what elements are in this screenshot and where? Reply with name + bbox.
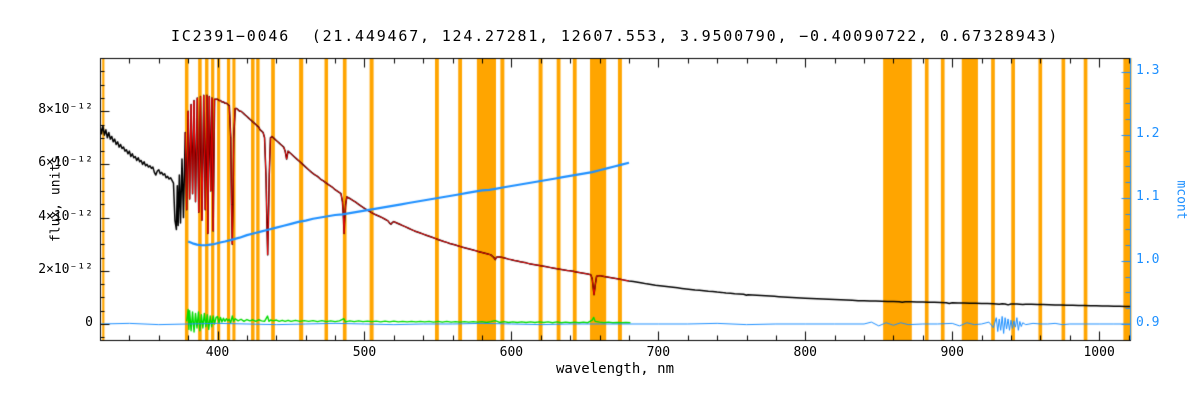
y-left-tick-label: 2×10⁻¹² <box>38 261 93 277</box>
y-right-tick-label: 1.2 <box>1136 125 1160 141</box>
x-tick-label: 800 <box>793 345 817 360</box>
y-right-tick-label: 0.9 <box>1136 314 1160 330</box>
x-tick-label: 500 <box>352 345 377 360</box>
x-tick-label: 400 <box>205 345 230 360</box>
x-tick-label: 700 <box>646 345 671 360</box>
x-tick-label: 900 <box>940 345 964 360</box>
y-right-tick-label: 1.0 <box>1136 251 1160 267</box>
y-right-tick-label: 1.3 <box>1136 62 1160 78</box>
x-axis-label: wavelength, nm <box>555 361 675 377</box>
y-left-tick-label: 8×10⁻¹² <box>38 102 93 118</box>
y-right-tick-label: 1.1 <box>1136 188 1160 204</box>
y-left-tick-label: 6×10⁻¹² <box>38 155 93 171</box>
x-tick-label: 1000 <box>1083 345 1115 360</box>
y-left-tick-label: 4×10⁻¹² <box>38 208 93 224</box>
y-axis-label-mcont: mcont <box>1173 180 1189 220</box>
x-tick-label: 600 <box>499 345 524 360</box>
plot-title: IC2391−0046 (21.449467, 124.27281, 12607… <box>170 27 1060 45</box>
y-left-tick-label: 0 <box>85 315 93 331</box>
